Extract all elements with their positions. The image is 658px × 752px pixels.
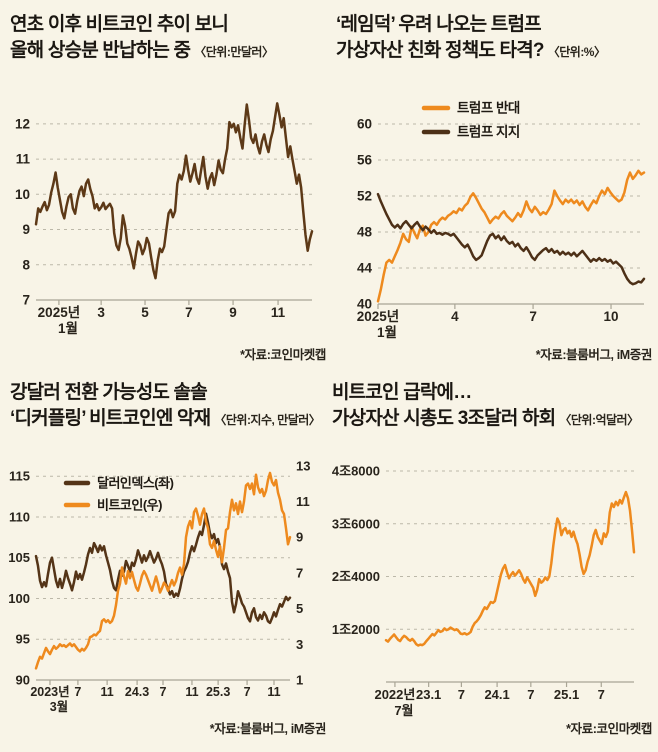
svg-text:9: 9 [22, 222, 30, 237]
svg-text:1: 1 [296, 673, 303, 688]
title-line-1: 강달러 전환 가능성도 솔솔 [10, 382, 208, 403]
title-line-2: 가상자산 시총도 3조달러 하회 [332, 408, 556, 429]
svg-text:12: 12 [15, 116, 30, 131]
svg-text:105: 105 [8, 550, 30, 565]
title-line-1: 비트코인 급락에… [332, 382, 472, 403]
svg-text:3: 3 [97, 305, 105, 320]
svg-text:5: 5 [141, 305, 149, 320]
svg-text:11: 11 [185, 685, 198, 699]
svg-text:7: 7 [527, 687, 534, 702]
title-line-2: 올해 상승분 반납하는 중 [10, 40, 191, 61]
panel-crypto-market-cap: 비트코인 급락에… 가상자산 시총도 3조달러 하회 〈단위:억달러〉 1조200… [330, 378, 656, 750]
source-label: *자료:코인마켓캡 [566, 722, 652, 736]
svg-text:1조2000: 1조2000 [332, 622, 380, 637]
svg-text:11: 11 [271, 305, 286, 320]
svg-text:40: 40 [357, 297, 372, 312]
svg-text:7: 7 [296, 565, 303, 580]
panel-trump-approval: ‘레임덕’ 우려 나오는 트럼프 가상자산 친화 정책도 타격? 〈단위:%〉 4… [334, 10, 656, 372]
chart-title: ‘레임덕’ 우려 나오는 트럼프 가상자산 친화 정책도 타격? 〈단위:%〉 [334, 10, 656, 65]
title-line-2: 가상자산 친화 정책도 타격? [336, 40, 545, 61]
svg-text:3월: 3월 [50, 699, 68, 714]
svg-text:7: 7 [185, 305, 193, 320]
svg-text:11: 11 [296, 494, 310, 509]
svg-text:8: 8 [22, 257, 30, 272]
title-line-2: ‘디커플링’ 비트코인엔 악재 [10, 408, 211, 429]
svg-text:7: 7 [74, 685, 81, 699]
svg-text:110: 110 [9, 509, 30, 524]
svg-text:44: 44 [357, 261, 373, 276]
svg-text:10: 10 [604, 309, 619, 324]
svg-text:4: 4 [451, 309, 459, 324]
title-line-1: 연초 이후 비트코인 추이 보니 [10, 14, 229, 35]
svg-text:25.1: 25.1 [554, 687, 579, 702]
svg-text:11: 11 [101, 685, 114, 699]
svg-text:3: 3 [296, 637, 303, 652]
svg-text:7: 7 [529, 309, 537, 324]
svg-text:트럼프 지지: 트럼프 지지 [457, 125, 520, 140]
svg-text:7: 7 [598, 687, 605, 702]
svg-text:2023년: 2023년 [30, 685, 69, 699]
chart-title: 비트코인 급락에… 가상자산 시총도 3조달러 하회 〈단위:억달러〉 [330, 378, 656, 433]
svg-text:56: 56 [357, 153, 373, 168]
svg-text:48: 48 [357, 225, 373, 240]
unit-label: 〈단위:만달러〉 [194, 45, 274, 59]
svg-text:비트코인(우): 비트코인(우) [97, 498, 162, 513]
chart-title: 강달러 전환 가능성도 솔솔 ‘디커플링’ 비트코인엔 악재 〈단위:지수, 만달… [8, 378, 330, 433]
svg-text:52: 52 [357, 189, 372, 204]
svg-text:24.1: 24.1 [484, 687, 509, 702]
unit-label: 〈단위:지수, 만달러〉 [214, 413, 321, 427]
svg-text:5: 5 [296, 601, 303, 616]
panel-dollar-decoupling: 강달러 전환 가능성도 솔솔 ‘디커플링’ 비트코인엔 악재 〈단위:지수, 만달… [8, 378, 330, 750]
svg-text:1월: 1월 [377, 324, 397, 340]
svg-text:95: 95 [16, 632, 30, 647]
svg-text:1월: 1월 [58, 320, 78, 336]
svg-text:7: 7 [22, 293, 30, 308]
svg-text:2025년: 2025년 [357, 309, 399, 324]
svg-text:11: 11 [267, 685, 280, 699]
title-line-1: ‘레임덕’ 우려 나오는 트럼프 [336, 14, 542, 35]
source-label: *자료:블룸버그, iM증권 [209, 722, 327, 736]
svg-text:달러인덱스(좌): 달러인덱스(좌) [97, 476, 174, 491]
svg-text:10: 10 [15, 187, 30, 202]
chart-title: 연초 이후 비트코인 추이 보니 올해 상승분 반납하는 중 〈단위:만달러〉 [8, 10, 330, 65]
svg-text:25.3: 25.3 [206, 685, 230, 699]
source-label: *자료:블룸버그, iM증권 [535, 348, 653, 362]
svg-text:11: 11 [16, 152, 31, 167]
svg-text:115: 115 [9, 469, 30, 484]
svg-text:9: 9 [229, 305, 237, 320]
svg-text:3조6000: 3조6000 [332, 516, 380, 531]
source-label: *자료:코인마켓캡 [240, 348, 326, 362]
unit-label: 〈단위:%〉 [547, 45, 606, 59]
svg-text:7: 7 [160, 685, 167, 699]
svg-text:7월: 7월 [394, 703, 413, 718]
svg-text:트럼프 반대: 트럼프 반대 [457, 100, 520, 116]
svg-text:7: 7 [458, 687, 465, 702]
svg-text:23.1: 23.1 [416, 687, 441, 702]
svg-text:2조4000: 2조4000 [332, 569, 380, 584]
unit-label: 〈단위:억달러〉 [559, 413, 639, 427]
svg-text:9: 9 [296, 530, 303, 545]
svg-text:2025년: 2025년 [38, 305, 80, 320]
svg-text:24.3: 24.3 [125, 685, 149, 699]
svg-text:4조8000: 4조8000 [332, 464, 380, 479]
panel-btc-2025-trend: 연초 이후 비트코인 추이 보니 올해 상승분 반납하는 중 〈단위:만달러〉 7… [8, 10, 330, 372]
svg-text:90: 90 [16, 673, 30, 688]
svg-text:2022년: 2022년 [374, 687, 415, 702]
svg-text:13: 13 [296, 458, 310, 473]
svg-text:100: 100 [8, 591, 30, 606]
svg-text:60: 60 [357, 117, 372, 132]
svg-text:7: 7 [244, 685, 251, 699]
